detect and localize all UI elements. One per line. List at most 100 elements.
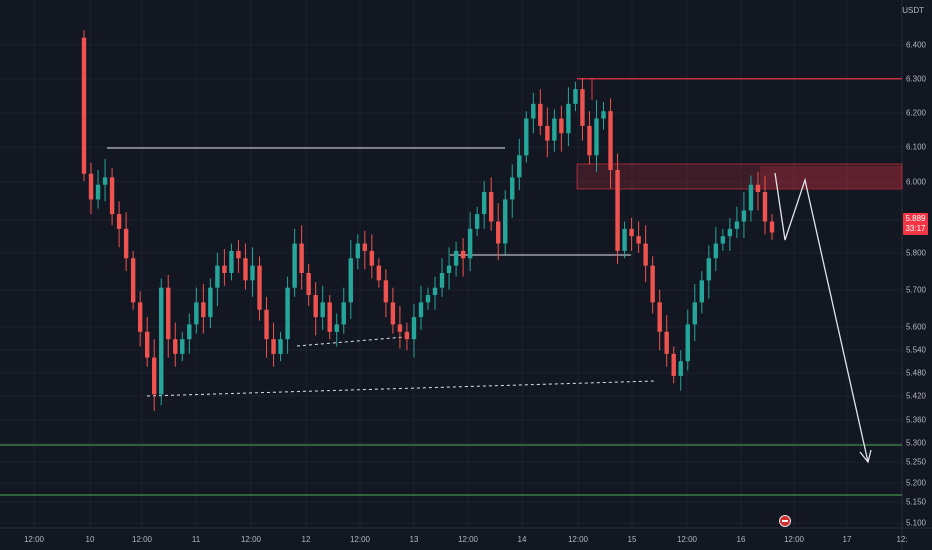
price-tick-label: 5.700 — [905, 285, 926, 295]
candle-body — [348, 258, 353, 303]
candle-body — [250, 265, 255, 281]
candle-body — [481, 192, 487, 215]
candle-body — [531, 103, 536, 119]
candle-body — [467, 228, 473, 259]
candle-body — [222, 265, 227, 273]
candle-body — [622, 228, 627, 251]
candle-body — [713, 243, 719, 259]
candle-body — [439, 272, 445, 288]
candle-body — [137, 302, 143, 332]
candle-body — [229, 250, 234, 273]
candle-body — [292, 243, 297, 288]
price-tick-label: 5.540 — [905, 345, 926, 355]
price-tick-label: 5.250 — [905, 457, 926, 467]
candle-body — [580, 89, 585, 126]
candle-body — [383, 280, 389, 303]
candle-body — [524, 118, 529, 156]
candle-body — [362, 243, 368, 251]
time-tick-label: 13 — [409, 535, 419, 544]
candle-body — [510, 177, 515, 200]
candle-body — [411, 317, 417, 340]
projected-path — [774, 172, 869, 463]
candle-body — [566, 103, 571, 134]
candle-body — [109, 177, 115, 215]
time-tick-label: 12 — [301, 535, 311, 544]
price-tick-label: 5.420 — [905, 391, 926, 401]
candle-body — [503, 199, 508, 244]
candle-body — [538, 103, 543, 126]
candle-body — [123, 228, 129, 259]
candle-body — [208, 287, 213, 318]
price-tick-label: 5.800 — [905, 248, 926, 258]
candle-body — [615, 170, 620, 251]
candle-body — [173, 339, 178, 354]
candle-body — [299, 243, 304, 273]
candle-body — [306, 272, 311, 296]
candle-body — [116, 214, 122, 229]
candle-body — [446, 265, 452, 273]
candle-body — [643, 243, 648, 266]
time-tick-label: 12:00 — [349, 535, 371, 544]
candle-body — [552, 118, 557, 141]
candle-body — [390, 302, 396, 325]
candle-body — [264, 309, 269, 340]
time-tick-label: 12:00 — [131, 535, 153, 544]
candle-body — [180, 339, 185, 354]
candle-body — [629, 228, 634, 237]
candle-body — [341, 302, 346, 325]
candle-body — [678, 361, 683, 376]
candle-body — [587, 125, 592, 156]
candle-body — [418, 302, 424, 318]
time-tick-label: 12:00 — [240, 535, 262, 544]
price-tick-label: 5.480 — [905, 368, 926, 378]
price-tick-label: 5.600 — [905, 322, 926, 332]
calendar-event-icon[interactable] — [779, 515, 791, 527]
candle-body — [706, 258, 712, 281]
time-tick-label: 11 — [191, 535, 201, 544]
price-tick-label: 5.360 — [905, 415, 926, 425]
last-price-value: 5.889 — [905, 214, 926, 223]
candle-body — [474, 214, 480, 229]
candle-body — [594, 118, 599, 156]
candle-body — [664, 331, 669, 354]
candlestick-series — [81, 30, 775, 411]
candle-body — [720, 236, 726, 244]
candle-body — [601, 111, 606, 119]
currency-label: USDT — [902, 6, 924, 15]
candle-body — [187, 324, 192, 340]
price-tick-label: 5.150 — [905, 497, 926, 507]
candle-body — [95, 184, 101, 200]
minor-lows-trendline — [296, 336, 405, 347]
candle-body — [144, 331, 150, 358]
candle-body — [425, 295, 431, 303]
candle-body — [327, 302, 332, 332]
time-tick-label: 12: — [896, 535, 908, 544]
price-tick-label: 5.100 — [905, 518, 926, 528]
candle-body — [755, 184, 761, 193]
candle-body — [573, 89, 578, 104]
time-tick-label: 10 — [85, 535, 95, 544]
candle-body — [369, 250, 375, 266]
time-tick-label: 17 — [842, 535, 852, 544]
candle-body — [88, 173, 94, 200]
supply-zone — [576, 163, 903, 190]
price-tick-label: 6.300 — [905, 74, 926, 84]
candle-body — [194, 302, 199, 325]
candle-body — [376, 265, 382, 281]
lows-trendline — [146, 380, 656, 397]
candle-body — [671, 353, 676, 376]
price-tick-label: 5.200 — [905, 478, 926, 488]
candle-body — [271, 339, 276, 354]
candle-body — [762, 192, 768, 222]
candle-body — [699, 280, 704, 303]
candle-body — [243, 258, 248, 281]
projected-path-arrowhead — [859, 449, 872, 464]
bar-countdown: 33:17 — [905, 224, 926, 233]
candle-body — [257, 265, 262, 310]
candle-body — [727, 228, 733, 237]
time-tick-label: 15 — [627, 535, 637, 544]
time-tick-label: 12:00 — [783, 535, 805, 544]
